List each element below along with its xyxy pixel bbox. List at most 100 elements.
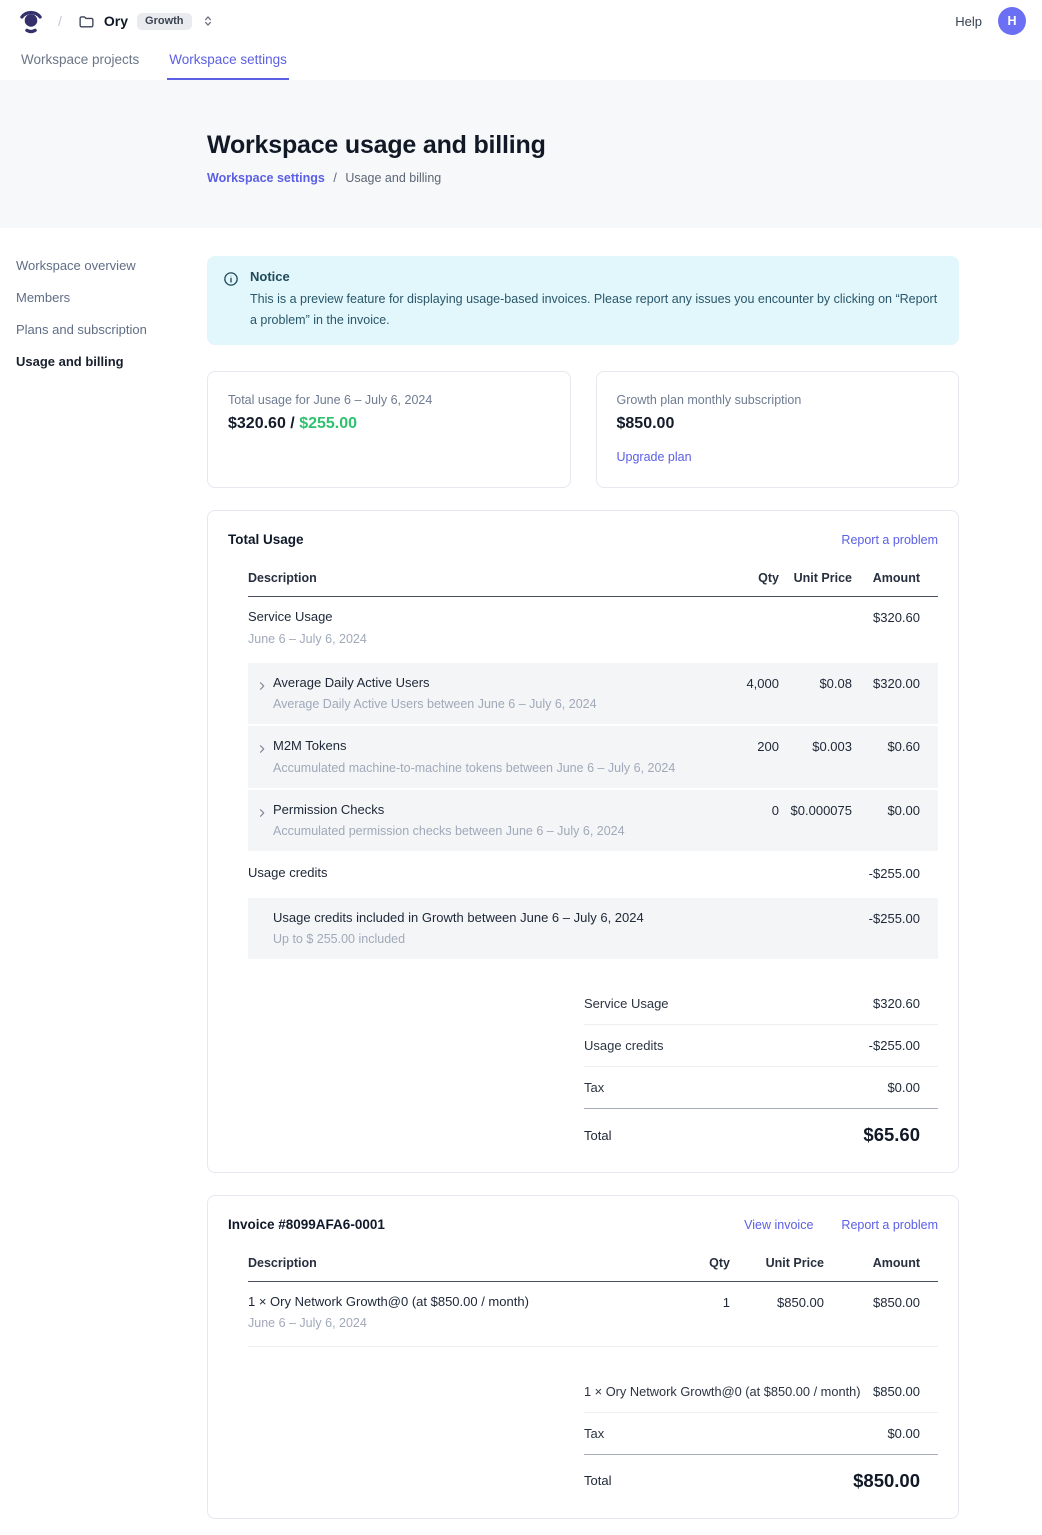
breadcrumb: Workspace settings / Usage and billing	[207, 171, 1042, 185]
row-unit-price: $0.08	[779, 675, 852, 691]
notice-body: This is a preview feature for displaying…	[250, 289, 942, 330]
row-qty: 0	[679, 802, 779, 818]
row-name: 1 × Ory Network Growth@0 (at $850.00 / m…	[248, 1294, 640, 1310]
row-name: Service Usage	[248, 609, 679, 625]
usage-amount: $320.60	[228, 415, 286, 432]
total-value: $65.60	[863, 1124, 920, 1146]
table-row-usage-credits-included: Usage credits included in Growth between…	[248, 898, 938, 960]
col-qty: Qty	[640, 1256, 730, 1270]
row-amount: $320.60	[852, 609, 920, 625]
invoice-table-header: Description Qty Unit Price Amount	[248, 1256, 938, 1282]
workspace-selector[interactable]: Ory Growth	[74, 10, 219, 33]
summary-value: $850.00	[873, 1384, 920, 1399]
usage-table-header: Description Qty Unit Price Amount	[248, 571, 938, 597]
summary-label: 1 × Ory Network Growth@0 (at $850.00 / m…	[584, 1384, 861, 1399]
top-bar: / Ory Growth Help H	[0, 0, 1042, 42]
summary-row-plan-line: 1 × Ory Network Growth@0 (at $850.00 / m…	[584, 1371, 938, 1413]
row-name: Usage credits	[248, 865, 679, 881]
preview-notice: Notice This is a preview feature for dis…	[207, 256, 959, 345]
summary-label: Tax	[584, 1080, 604, 1095]
summary-row-service-usage: Service Usage $320.60	[584, 983, 938, 1025]
col-unit-price: Unit Price	[779, 571, 852, 585]
plan-label: Growth plan monthly subscription	[617, 393, 939, 407]
total-usage-card: Total usage for June 6 – July 6, 2024 $3…	[207, 371, 571, 488]
row-name: Usage credits included in Growth between…	[273, 910, 679, 926]
invoice-title: Invoice #8099AFA6-0001	[228, 1217, 385, 1232]
row-qty: 1	[640, 1294, 730, 1310]
breadcrumb-separator: /	[333, 171, 336, 185]
invoice-report-problem-link[interactable]: Report a problem	[841, 1218, 938, 1232]
plan-badge: Growth	[137, 13, 192, 30]
expand-chevron-icon[interactable]	[254, 678, 270, 694]
summary-value: $0.00	[887, 1080, 920, 1095]
notice-title: Notice	[250, 269, 942, 284]
plan-amount: $850.00	[617, 415, 939, 433]
table-row-m2m-tokens: M2M Tokens Accumulated machine-to-machin…	[248, 726, 938, 788]
plan-card: Growth plan monthly subscription $850.00…	[596, 371, 960, 488]
row-qty: 4,000	[679, 675, 779, 691]
usage-summary: Service Usage $320.60 Usage credits -$25…	[584, 983, 938, 1152]
help-link[interactable]: Help	[955, 14, 982, 29]
col-qty: Qty	[679, 571, 779, 585]
summary-row-tax: Tax $0.00	[584, 1067, 938, 1109]
row-amount: $320.00	[852, 675, 920, 691]
ory-logo[interactable]	[18, 8, 44, 34]
usage-credit-amount: $255.00	[299, 415, 357, 432]
col-unit-price: Unit Price	[730, 1256, 824, 1270]
row-amount: $850.00	[824, 1294, 920, 1310]
table-row-usage-credits: Usage credits -$255.00	[248, 851, 938, 895]
total-value: $850.00	[853, 1470, 920, 1492]
breadcrumb-link-settings[interactable]: Workspace settings	[207, 171, 325, 185]
row-qty: 200	[679, 738, 779, 754]
row-description: Average Daily Active Users between June …	[273, 696, 679, 712]
info-icon	[223, 271, 239, 330]
expand-chevron-icon[interactable]	[254, 741, 270, 757]
tab-workspace-projects[interactable]: Workspace projects	[19, 42, 141, 80]
summary-label: Service Usage	[584, 996, 669, 1011]
sidebar-item-workspace-overview[interactable]: Workspace overview	[16, 256, 207, 275]
summary-row-tax: Tax $0.00	[584, 1413, 938, 1455]
col-description: Description	[248, 571, 679, 585]
unfold-icon	[201, 14, 215, 28]
summary-value: -$255.00	[869, 1038, 920, 1053]
row-description: Accumulated machine-to-machine tokens be…	[273, 760, 679, 776]
workspace-tabs: Workspace projects Workspace settings	[0, 42, 1042, 80]
row-period: June 6 – July 6, 2024	[248, 1315, 640, 1331]
col-amount: Amount	[824, 1256, 920, 1270]
table-row-average-daily-active-users: Average Daily Active Users Average Daily…	[248, 663, 938, 725]
col-description: Description	[248, 1256, 640, 1270]
summary-row-usage-credits: Usage credits -$255.00	[584, 1025, 938, 1067]
upgrade-plan-link[interactable]: Upgrade plan	[617, 450, 692, 464]
tab-workspace-settings[interactable]: Workspace settings	[167, 42, 289, 80]
total-label: Total	[584, 1128, 611, 1143]
row-description: Accumulated permission checks between Ju…	[273, 823, 679, 839]
breadcrumb-slash: /	[58, 13, 62, 29]
view-invoice-link[interactable]: View invoice	[744, 1218, 813, 1232]
total-usage-panel: Total Usage Report a problem Description…	[207, 510, 959, 1173]
usage-separator: /	[290, 415, 294, 432]
row-amount: -$255.00	[852, 910, 920, 926]
user-avatar[interactable]: H	[998, 7, 1026, 35]
sidebar-item-usage-and-billing[interactable]: Usage and billing	[16, 352, 207, 371]
expand-chevron-icon[interactable]	[254, 805, 270, 821]
summary-label: Usage credits	[584, 1038, 663, 1053]
invoice-summary: 1 × Ory Network Growth@0 (at $850.00 / m…	[584, 1371, 938, 1498]
workspace-name: Ory	[104, 13, 128, 29]
total-label: Total	[584, 1473, 611, 1488]
row-amount: $0.60	[852, 738, 920, 754]
settings-sidebar: Workspace overview Members Plans and sub…	[0, 256, 207, 1535]
page-header: Workspace usage and billing Workspace se…	[0, 80, 1042, 228]
summary-value: $320.60	[873, 996, 920, 1011]
table-row-service-usage: Service Usage June 6 – July 6, 2024 $320…	[248, 597, 938, 661]
col-amount: Amount	[852, 571, 920, 585]
sidebar-item-plans-and-subscription[interactable]: Plans and subscription	[16, 320, 207, 339]
table-row-permission-checks: Permission Checks Accumulated permission…	[248, 790, 938, 852]
total-usage-label: Total usage for June 6 – July 6, 2024	[228, 393, 550, 407]
table-row-invoice-line: 1 × Ory Network Growth@0 (at $850.00 / m…	[248, 1282, 938, 1346]
page-title: Workspace usage and billing	[207, 131, 1042, 160]
usage-report-problem-link[interactable]: Report a problem	[841, 533, 938, 547]
total-usage-value: $320.60 / $255.00	[228, 415, 550, 433]
row-description: Up to $ 255.00 included	[273, 931, 679, 947]
sidebar-item-members[interactable]: Members	[16, 288, 207, 307]
summary-row-total: Total $65.60	[584, 1109, 938, 1152]
